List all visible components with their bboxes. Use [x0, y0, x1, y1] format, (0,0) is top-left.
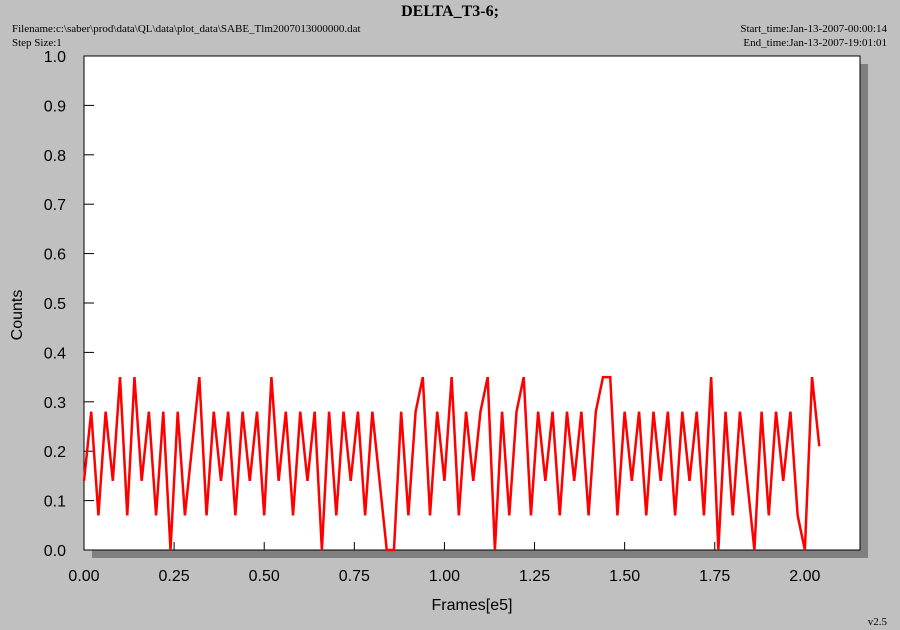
x-axis-label: Frames[e5]	[432, 597, 513, 614]
y-axis-label: Counts	[9, 290, 26, 341]
y-tick-label: 0.9	[44, 98, 66, 115]
x-tick-label: 0.50	[249, 568, 280, 585]
version: v2.5	[868, 616, 888, 628]
chart-title: DELTA_T3-6;	[401, 3, 499, 20]
y-tick-label: 0.5	[44, 296, 66, 313]
y-tick-label: 0.6	[44, 247, 66, 264]
x-tick-label: 1.25	[519, 568, 550, 585]
x-tick-label: 1.00	[429, 568, 460, 585]
y-tick-label: 0.0	[44, 543, 66, 560]
data-line	[82, 375, 821, 552]
step-size: Step Size:1	[12, 37, 62, 49]
x-tick-label: 2.00	[789, 568, 820, 585]
y-tick-label: 0.3	[44, 395, 66, 412]
x-tick-label: 0.25	[159, 568, 190, 585]
y-tick-label: 0.4	[44, 345, 66, 362]
y-tick-label: 0.1	[44, 494, 66, 511]
y-tick-label: 0.7	[44, 197, 66, 214]
x-tick-label: 0.00	[68, 568, 99, 585]
end-time: End_time:Jan-13-2007-19:01:01	[743, 37, 887, 49]
filename: Filename:c:\saber\prod\data\QL\data\plot…	[12, 23, 361, 35]
y-tick-label: 1.0	[44, 49, 66, 66]
x-tick-label: 1.75	[699, 568, 730, 585]
x-tick-label: 1.50	[609, 568, 640, 585]
start-time: Start_time:Jan-13-2007-00:00:14	[740, 23, 887, 35]
y-tick-label: 0.8	[44, 148, 66, 165]
y-tick-label: 0.2	[44, 444, 66, 461]
x-tick-label: 0.75	[339, 568, 370, 585]
